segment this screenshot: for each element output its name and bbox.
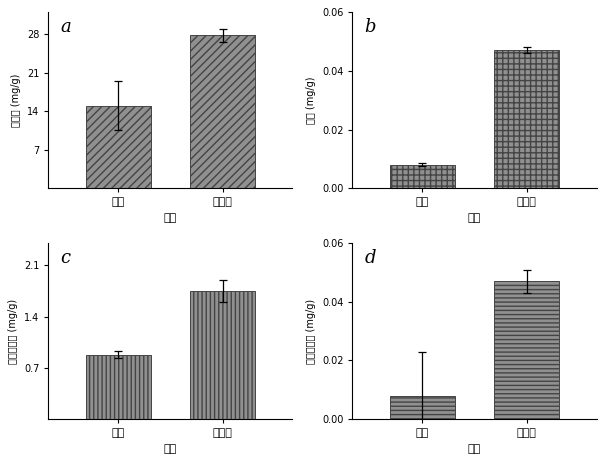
X-axis label: 处理: 处理 bbox=[164, 444, 177, 454]
Bar bbox=[494, 50, 560, 188]
Bar bbox=[85, 106, 151, 188]
X-axis label: 处理: 处理 bbox=[164, 213, 177, 223]
Bar bbox=[390, 164, 455, 188]
Bar bbox=[85, 355, 151, 419]
Text: d: d bbox=[365, 249, 376, 267]
Text: c: c bbox=[60, 249, 71, 267]
Y-axis label: 标志性脂质 (mg/g): 标志性脂质 (mg/g) bbox=[306, 298, 316, 364]
X-axis label: 处理: 处理 bbox=[468, 444, 481, 454]
Y-axis label: 淡糖量 (mg/g): 淡糖量 (mg/g) bbox=[11, 73, 21, 127]
Bar bbox=[190, 291, 255, 419]
Text: a: a bbox=[60, 18, 71, 36]
Bar bbox=[390, 395, 455, 419]
Text: b: b bbox=[365, 18, 376, 36]
X-axis label: 处理: 处理 bbox=[468, 213, 481, 223]
Y-axis label: 脆糖 (mg/g): 脆糖 (mg/g) bbox=[306, 76, 316, 124]
Y-axis label: 过氧化氢酶 (mg/g): 过氧化氢酶 (mg/g) bbox=[8, 298, 18, 364]
Bar bbox=[494, 281, 560, 419]
Bar bbox=[190, 36, 255, 188]
